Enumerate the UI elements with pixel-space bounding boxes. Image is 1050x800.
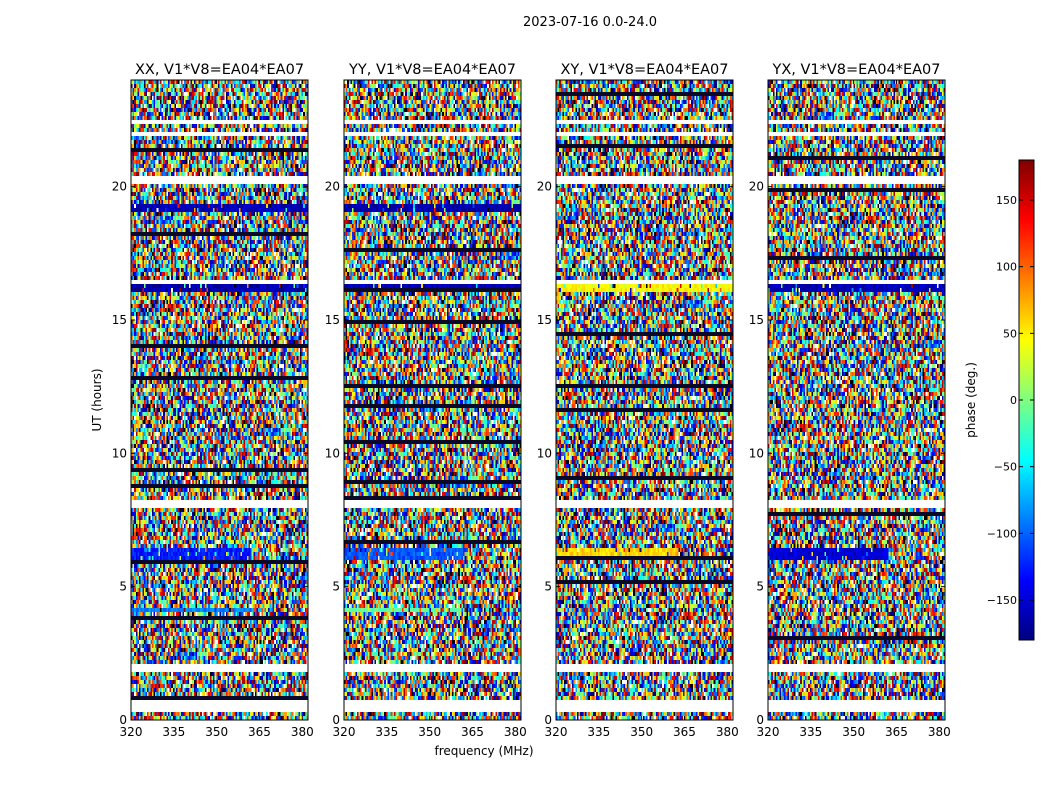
x-tick-label: 380 <box>928 725 951 739</box>
x-tick-label: 335 <box>587 725 610 739</box>
colorbar-label: phase (deg.) <box>964 362 978 438</box>
y-tick-label: 5 <box>119 580 127 594</box>
y-tick-label: 15 <box>325 313 340 327</box>
x-tick-label: 335 <box>162 725 185 739</box>
x-tick-label: 380 <box>504 725 527 739</box>
colorbar-tick-label: −150 <box>987 594 1017 607</box>
panel-title: XY, V1*V8=EA04*EA07 <box>560 62 728 78</box>
x-tick-label: 365 <box>248 725 271 739</box>
panel-title: XX, V1*V8=EA04*EA07 <box>135 62 304 78</box>
y-axis-label: UT (hours) <box>90 368 104 431</box>
y-tick-label: 15 <box>749 313 764 327</box>
panels-group: XX, V1*V8=EA04*EA07 320 335 350 365 380 0 5 10 15… <box>112 62 951 739</box>
x-tick-label: 350 <box>842 725 865 739</box>
x-tick-label: 320 <box>333 725 356 739</box>
y-tick-label: 10 <box>537 446 552 460</box>
y-tick-label: 10 <box>749 446 764 460</box>
x-tick-label: 320 <box>120 725 143 739</box>
panel-2: YY, V1*V8=EA04*EA07 320 335 350 365 380 0 5 10 15… <box>325 62 527 739</box>
y-tick-label: 0 <box>332 713 340 727</box>
x-axis-label: frequency (MHz) <box>434 744 533 758</box>
phase-heatmap-4 <box>768 80 945 720</box>
y-tick-label: 15 <box>112 313 127 327</box>
y-tick-label: 5 <box>544 580 552 594</box>
x-tick-label: 350 <box>205 725 228 739</box>
colorbar-tick-label: −50 <box>994 461 1017 474</box>
y-tick-label: 10 <box>112 446 127 460</box>
y-tick-label: 20 <box>325 180 340 194</box>
y-tick-label: 5 <box>332 580 340 594</box>
x-tick-label: 320 <box>545 725 568 739</box>
panel-3: XY, V1*V8=EA04*EA07 320 335 350 365 380 0 5 10 15… <box>537 62 739 739</box>
plot-frame <box>343 79 522 721</box>
y-tick-label: 0 <box>544 713 552 727</box>
x-tick-label: 380 <box>291 725 314 739</box>
x-tick-label: 365 <box>885 725 908 739</box>
colorbar-tick-label: 50 <box>1003 327 1017 340</box>
phase-heatmap-1 <box>131 80 308 720</box>
x-tick-label: 350 <box>630 725 653 739</box>
y-tick-label: 20 <box>112 180 127 194</box>
x-tick-label: 320 <box>757 725 780 739</box>
colorbar: phase (deg.) −150 −100 −50 0 50 100 150 <box>964 159 1035 641</box>
figure-suptitle: 2023-07-16 0.0-24.0 <box>523 15 657 30</box>
panel-4: YX, V1*V8=EA04*EA07 320 335 350 365 380 0 5 10 15… <box>749 62 951 739</box>
y-tick-label: 0 <box>119 713 127 727</box>
y-tick-label: 5 <box>756 580 764 594</box>
x-tick-label: 350 <box>418 725 441 739</box>
y-tick-label: 0 <box>756 713 764 727</box>
x-tick-label: 380 <box>716 725 739 739</box>
plot-frame <box>767 79 946 721</box>
y-tick-label: 20 <box>537 180 552 194</box>
panel-title: YX, V1*V8=EA04*EA07 <box>771 62 940 78</box>
plot-frame <box>555 79 734 721</box>
x-tick-label: 365 <box>461 725 484 739</box>
x-tick-label: 335 <box>799 725 822 739</box>
panel-1: XX, V1*V8=EA04*EA07 320 335 350 365 380 0 5 10 15… <box>112 62 314 739</box>
colorbar-tick-label: 150 <box>996 194 1017 207</box>
x-tick-label: 365 <box>673 725 696 739</box>
plot-frame <box>130 79 309 721</box>
x-tick-label: 335 <box>375 725 398 739</box>
panel-title: YY, V1*V8=EA04*EA07 <box>348 62 516 78</box>
y-tick-label: 20 <box>749 180 764 194</box>
phase-heatmap-2 <box>344 80 521 720</box>
phase-heatmap-3 <box>556 80 733 720</box>
colorbar-tick-label: −100 <box>987 527 1017 540</box>
colorbar-tick-label: 0 <box>1010 394 1017 407</box>
y-tick-label: 15 <box>537 313 552 327</box>
y-tick-label: 10 <box>325 446 340 460</box>
colorbar-tick-label: 100 <box>996 261 1017 274</box>
